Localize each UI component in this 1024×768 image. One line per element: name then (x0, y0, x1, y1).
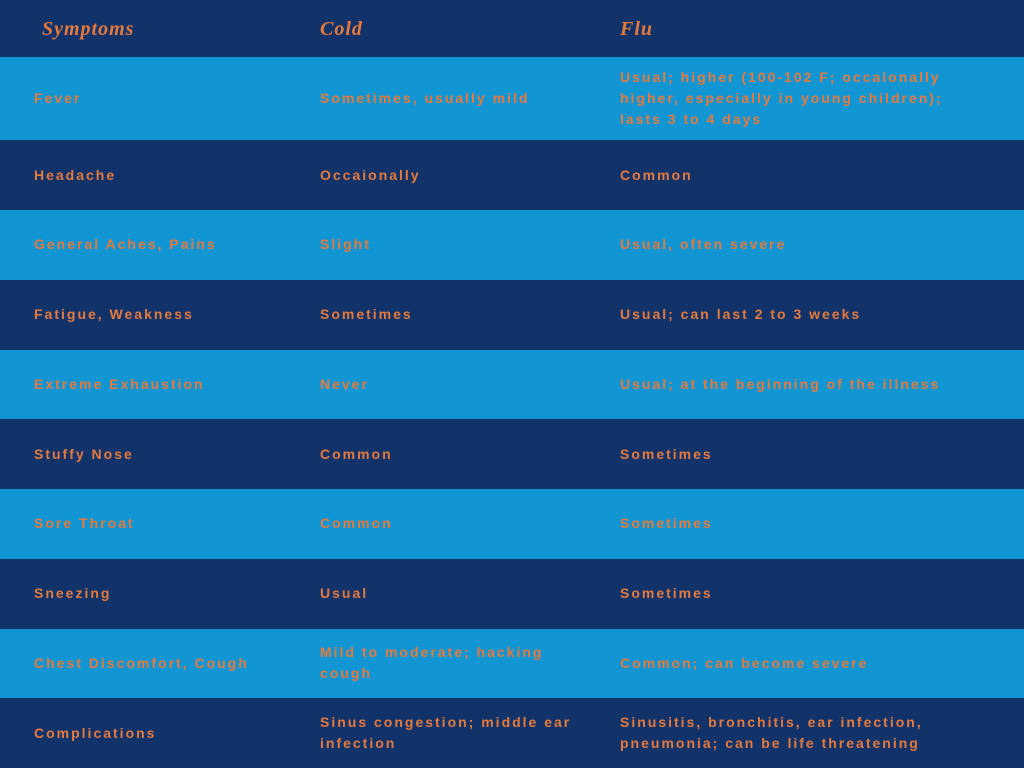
header-flu: Flu (620, 14, 1010, 44)
cell-flu: Usual, often severe (620, 234, 1010, 255)
cell-flu: Usual; at the beginning of the illness (620, 374, 1010, 395)
table-header-row: Symptoms Cold Flu (0, 0, 1024, 57)
table-row: Sore Throat Common Sometimes (0, 489, 1024, 559)
cell-symptom: Sneezing (0, 583, 320, 604)
cell-symptom: General Aches, Pains (0, 234, 320, 255)
table-row: Headache Occaionally Common (0, 140, 1024, 210)
symptoms-comparison-table: Symptoms Cold Flu Fever Sometimes, usual… (0, 0, 1024, 768)
table-row: Complications Sinus congestion; middle e… (0, 698, 1024, 768)
cell-cold: Mild to moderate; hacking cough (320, 642, 620, 684)
header-symptoms: Symptoms (0, 14, 320, 44)
cell-cold: Slight (320, 234, 620, 255)
table-row: Stuffy Nose Common Sometimes (0, 419, 1024, 489)
cell-cold: Occaionally (320, 165, 620, 186)
cell-flu: Sinusitis, bronchitis, ear infection, pn… (620, 712, 1010, 754)
cell-flu: Usual; can last 2 to 3 weeks (620, 304, 1010, 325)
cell-symptom: Fever (0, 88, 320, 109)
cell-cold: Never (320, 374, 620, 395)
cell-symptom: Stuffy Nose (0, 444, 320, 465)
cell-symptom: Extreme Exhaustion (0, 374, 320, 395)
table-row: Extreme Exhaustion Never Usual; at the b… (0, 350, 1024, 420)
table-row: Chest Discomfort, Cough Mild to moderate… (0, 629, 1024, 699)
cell-cold: Common (320, 513, 620, 534)
table-row: Sneezing Usual Sometimes (0, 559, 1024, 629)
table-row: Fever Sometimes, usually mild Usual; hig… (0, 57, 1024, 140)
cell-flu: Sometimes (620, 513, 1010, 534)
header-cold: Cold (320, 14, 620, 44)
cell-cold: Sometimes (320, 304, 620, 325)
cell-symptom: Headache (0, 165, 320, 186)
cell-symptom: Chest Discomfort, Cough (0, 653, 320, 674)
cell-cold: Sinus congestion; middle ear infection (320, 712, 620, 754)
table-row: General Aches, Pains Slight Usual, often… (0, 210, 1024, 280)
cell-flu: Common (620, 165, 1010, 186)
cell-symptom: Sore Throat (0, 513, 320, 534)
cell-flu: Usual; higher (100-102 F; occaionally hi… (620, 67, 1010, 130)
cell-cold: Usual (320, 583, 620, 604)
cell-flu: Common; can become severe (620, 653, 1010, 674)
cell-cold: Sometimes, usually mild (320, 88, 620, 109)
cell-cold: Common (320, 444, 620, 465)
cell-symptom: Complications (0, 723, 320, 744)
cell-flu: Sometimes (620, 444, 1010, 465)
cell-flu: Sometimes (620, 583, 1010, 604)
table-row: Fatigue, Weakness Sometimes Usual; can l… (0, 280, 1024, 350)
cell-symptom: Fatigue, Weakness (0, 304, 320, 325)
